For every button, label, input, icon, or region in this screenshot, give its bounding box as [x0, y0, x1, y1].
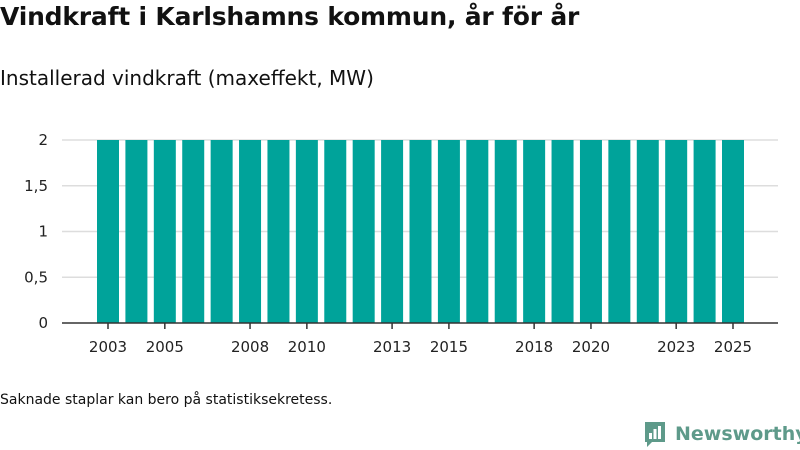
footnote: Saknade staplar kan bero på statistiksek… [0, 392, 333, 408]
bar-2010[interactable] [295, 140, 318, 323]
x-tick-label: 2023 [657, 338, 695, 356]
bar-2018[interactable] [523, 140, 546, 323]
y-tick-label: 1 [38, 223, 48, 241]
y-tick-label: 2 [38, 131, 48, 149]
y-tick-label: 0,5 [24, 268, 48, 286]
y-tick-label: 1,5 [24, 177, 48, 195]
bar-2019[interactable] [551, 140, 574, 323]
bar-2024[interactable] [693, 140, 716, 323]
bar-2007[interactable] [210, 140, 233, 323]
chart-subtitle: Installerad vindkraft (maxeffekt, MW) [0, 66, 374, 90]
bar-chart: 0 0,5 1 1,5 2 2003 2005 2008 2010 2013 2015 2018 202… [24, 131, 778, 356]
bar-2006[interactable] [182, 140, 205, 323]
x-tick-label: 2010 [288, 338, 326, 356]
bar-2012[interactable] [352, 140, 375, 323]
bar-2008[interactable] [239, 140, 262, 323]
bar-2013[interactable] [381, 140, 404, 323]
x-tick-label: 2015 [430, 338, 468, 356]
x-tick-label: 2020 [572, 338, 610, 356]
bar-2014[interactable] [409, 140, 432, 323]
chart-title: Vindkraft i Karlshamns kommun, år för år [0, 2, 580, 31]
bar-2003[interactable] [97, 140, 119, 323]
x-tick-label: 2013 [373, 338, 411, 356]
bar-2021[interactable] [608, 140, 631, 323]
bar-2015[interactable] [437, 140, 460, 323]
x-tick-label: 2025 [714, 338, 752, 356]
bar-2025[interactable] [722, 140, 744, 323]
bar-2023[interactable] [665, 140, 688, 323]
newsworthy-logo: Newsworthy [643, 419, 800, 449]
bar-2022[interactable] [636, 140, 659, 323]
bar-2004[interactable] [125, 140, 148, 323]
bar-2020[interactable] [579, 140, 602, 323]
brand-name: Newsworthy [675, 423, 800, 445]
x-tick-label: 2005 [146, 338, 184, 356]
x-tick-label: 2008 [231, 338, 269, 356]
bar-2017[interactable] [494, 140, 517, 323]
bar-2016[interactable] [466, 140, 489, 323]
bar-2005[interactable] [153, 140, 176, 323]
x-tick-label: 2003 [89, 338, 127, 356]
bar-2011[interactable] [324, 140, 347, 323]
bar-2009[interactable] [267, 140, 290, 323]
y-tick-label: 0 [38, 314, 48, 332]
newsworthy-logo-icon [645, 422, 665, 447]
x-tick-label: 2018 [515, 338, 553, 356]
